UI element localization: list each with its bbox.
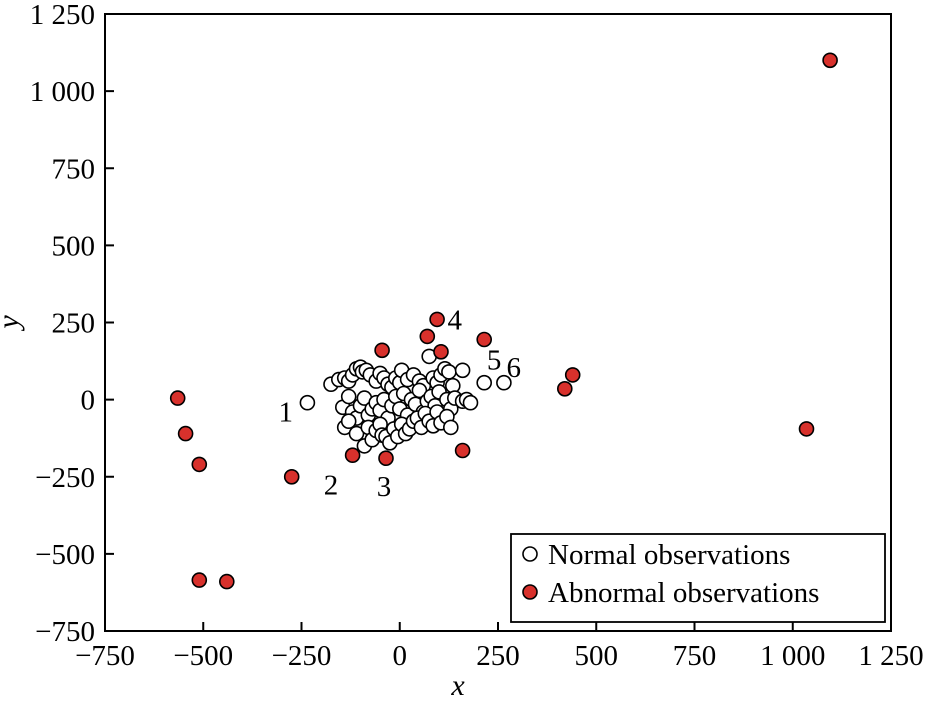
abnormal-observation-point [419, 328, 436, 345]
y-tick-label: 0 [81, 385, 96, 417]
y-tick-label: 250 [52, 308, 96, 340]
y-tick-label: −250 [35, 462, 95, 494]
normal-observation-point [340, 413, 357, 430]
x-tick-label: 1 000 [760, 640, 825, 672]
y-tick-label: −500 [35, 539, 95, 571]
point-annotation-label: 6 [506, 352, 521, 384]
normal-observation-point [476, 374, 493, 391]
abnormal-observation-point [454, 442, 471, 459]
point-annotation-label: 3 [377, 471, 392, 503]
abnormal-observation-point [219, 573, 235, 590]
abnormal-observation-point [374, 342, 390, 359]
normal-observation-point [462, 394, 479, 411]
abnormal-observation-point [822, 52, 838, 69]
legend-marker-normal [522, 546, 538, 562]
x-tick-label: −500 [173, 640, 233, 672]
y-tick-label: 1 250 [30, 0, 95, 31]
abnormal-observation-point [476, 331, 493, 348]
x-tick-label: 1 250 [858, 640, 923, 672]
x-tick-label: 0 [393, 640, 408, 672]
x-axis: −750 −500 −250 0 250 500 750 1 000 1 250 [75, 622, 924, 672]
y-tick-label: 500 [52, 230, 96, 262]
point-annotation-label: 1 [279, 396, 294, 428]
abnormal-observation-point [798, 421, 815, 437]
point-annotations: 1 2 3 45 6 [279, 304, 521, 503]
y-tick-label: 750 [52, 153, 96, 185]
data-points [169, 52, 838, 590]
abnormal-observation-point [191, 572, 208, 588]
abnormal-observation-point [429, 311, 445, 328]
normal-observation-point [442, 419, 459, 436]
abnormal-observation-point [556, 380, 573, 397]
abnormal-observation-point [283, 468, 300, 485]
y-axis-label: y [0, 315, 25, 332]
abnormal-observation-point [433, 343, 449, 360]
abnormal-observation-point [344, 447, 361, 464]
y-axis: −750 −500 −250 0 250 500 750 1 000 1 250 [30, 0, 114, 648]
x-tick-label: 750 [673, 640, 717, 672]
legend-label-normal: Normal observations [548, 539, 790, 571]
y-tick-label: −750 [35, 616, 95, 648]
legend-box [510, 533, 886, 623]
normal-observation-point [496, 374, 512, 391]
x-tick-label: −250 [272, 640, 332, 672]
x-tick-label: 500 [575, 640, 619, 672]
legend-label-abnormal: Abnormal observations [548, 577, 819, 609]
normal-observation-point [441, 364, 457, 380]
x-axis-label: x [450, 669, 465, 701]
normal-observation-point [348, 425, 365, 442]
point-annotation-label: 5 [487, 345, 502, 377]
legend: Normal observations Abnormal observation… [510, 533, 886, 623]
abnormal-observation-point [564, 367, 581, 383]
x-tick-label: 250 [476, 640, 520, 672]
point-annotation-label: 2 [324, 470, 339, 502]
abnormal-observation-point [191, 456, 208, 473]
normal-observation-point [454, 362, 471, 379]
y-tick-label: 1 000 [30, 76, 95, 108]
normal-observation-point [340, 388, 357, 405]
point-annotation-label: 4 [448, 304, 463, 336]
abnormal-observation-point [169, 390, 186, 406]
x-tick-label: −750 [75, 640, 135, 672]
abnormal-observation-point [177, 425, 194, 442]
legend-marker-abnormal [522, 584, 538, 600]
normal-observation-point [299, 394, 316, 411]
abnormal-observation-point [378, 450, 394, 467]
